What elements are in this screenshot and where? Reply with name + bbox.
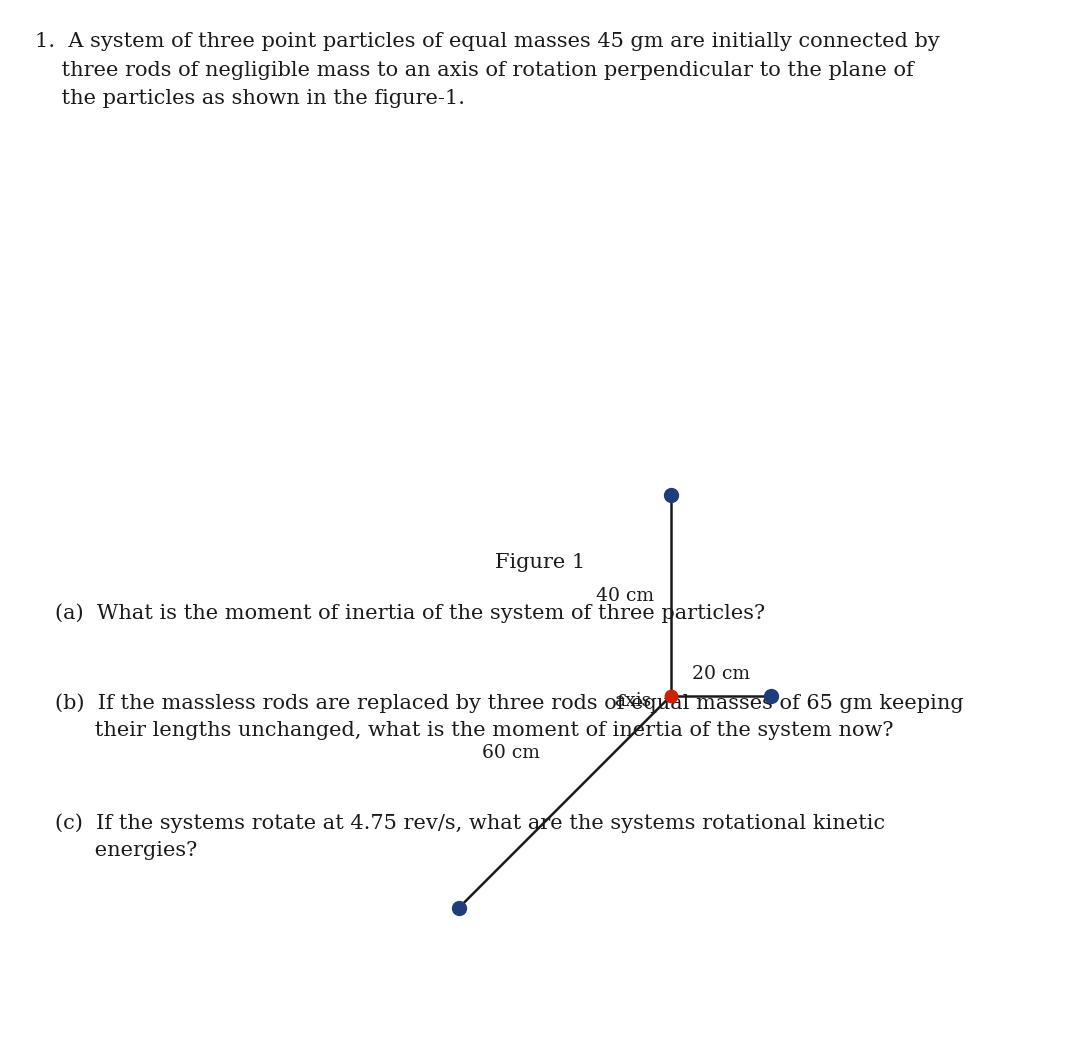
Text: (b)  If the massless rods are replaced by three rods of equal masses of 65 gm ke: (b) If the massless rods are replaced by… xyxy=(55,693,963,713)
Text: (a)  What is the moment of inertia of the system of three particles?: (a) What is the moment of inertia of the… xyxy=(55,603,765,622)
Text: (c)  If the systems rotate at 4.75 rev/s, what are the systems rotational kineti: (c) If the systems rotate at 4.75 rev/s,… xyxy=(55,813,886,832)
Text: their lengths unchanged, what is the moment of inertia of the system now?: their lengths unchanged, what is the mom… xyxy=(55,721,893,741)
Text: 40 cm: 40 cm xyxy=(595,586,653,604)
Text: Figure 1: Figure 1 xyxy=(495,553,585,572)
Text: 60 cm: 60 cm xyxy=(482,744,540,762)
Text: three rods of negligible mass to an axis of rotation perpendicular to the plane : three rods of negligible mass to an axis… xyxy=(35,61,914,80)
Text: energies?: energies? xyxy=(55,842,198,861)
Text: 1.  A system of three point particles of equal masses 45 gm are initially connec: 1. A system of three point particles of … xyxy=(35,32,940,51)
Text: axis: axis xyxy=(613,692,651,709)
Text: 20 cm: 20 cm xyxy=(692,665,751,683)
Text: the particles as shown in the figure-1.: the particles as shown in the figure-1. xyxy=(35,89,465,108)
